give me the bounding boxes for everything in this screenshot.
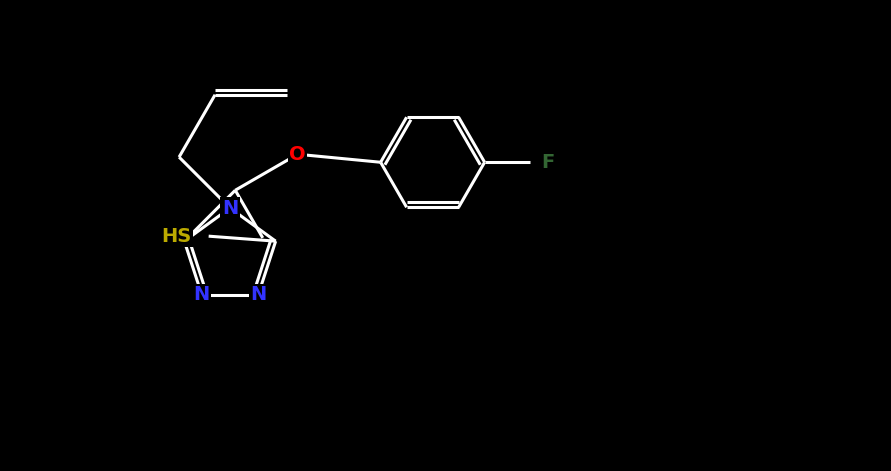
Text: N: N	[250, 285, 266, 304]
Text: HS: HS	[161, 227, 192, 246]
Text: F: F	[541, 153, 554, 172]
Text: N: N	[193, 285, 210, 304]
Text: N: N	[222, 198, 238, 218]
Text: O: O	[290, 145, 306, 164]
